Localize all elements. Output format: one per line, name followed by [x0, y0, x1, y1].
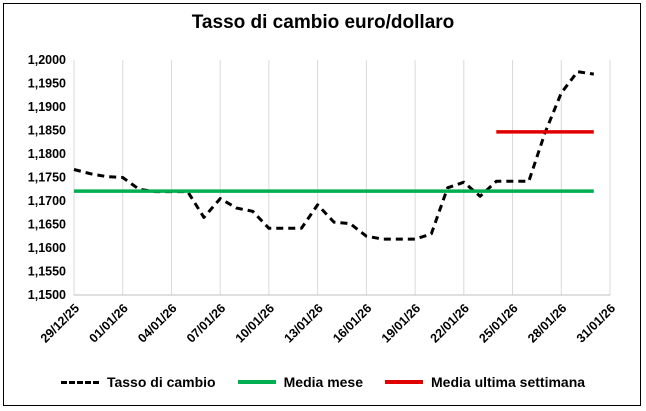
- x-tick-label: 29/12/25: [38, 301, 82, 345]
- y-tick-label: 1,1900: [28, 100, 66, 114]
- y-tick-label: 1,1950: [28, 77, 66, 91]
- x-tick-label: 25/01/26: [476, 301, 520, 345]
- x-tick-label: 16/01/26: [330, 301, 374, 345]
- legend-label-media-settimana: Media ultima settimana: [431, 374, 586, 390]
- y-tick-label: 1,1850: [28, 124, 66, 138]
- y-tick-label: 1,1750: [28, 171, 66, 185]
- y-tick-label: 1,1700: [28, 194, 66, 208]
- chart-frame: [3, 3, 641, 406]
- legend-item-media-mese: Media mese: [237, 374, 363, 390]
- chart-legend: Tasso di cambio Media mese Media ultima …: [0, 374, 646, 390]
- x-tick-label: 19/01/26: [379, 301, 423, 345]
- legend-label-tasso: Tasso di cambio: [106, 374, 216, 390]
- y-tick-label: 1,1500: [28, 288, 66, 302]
- y-tick-label: 1,1800: [28, 147, 66, 161]
- x-tick-label: 10/01/26: [233, 301, 277, 345]
- legend-item-media-settimana: Media ultima settimana: [385, 374, 585, 390]
- legend-label-media-mese: Media mese: [283, 374, 363, 390]
- legend-swatch-media-settimana: [385, 380, 423, 384]
- legend-item-tasso: Tasso di cambio: [60, 374, 216, 390]
- legend-swatch-media-mese: [237, 380, 276, 384]
- x-tick-label: 13/01/26: [281, 301, 325, 345]
- series-line-tasso-di-cambio: [73, 70, 595, 241]
- chart-title: Tasso di cambio euro/dollaro: [191, 12, 455, 33]
- x-tick-label: 07/01/26: [184, 301, 228, 345]
- x-tick-label: 28/01/26: [525, 301, 569, 345]
- x-tick-label: 01/01/26: [87, 301, 131, 345]
- y-tick-label: 1,1600: [28, 241, 66, 255]
- x-tick-label: 22/01/26: [428, 301, 472, 345]
- y-tick-label: 1,2000: [28, 53, 66, 67]
- x-tick-label: 04/01/26: [135, 301, 179, 345]
- y-tick-label: 1,1550: [28, 265, 66, 279]
- y-tick-label: 1,1650: [28, 218, 66, 232]
- x-tick-label: 31/01/26: [574, 301, 618, 345]
- legend-swatch-tasso: [60, 380, 99, 384]
